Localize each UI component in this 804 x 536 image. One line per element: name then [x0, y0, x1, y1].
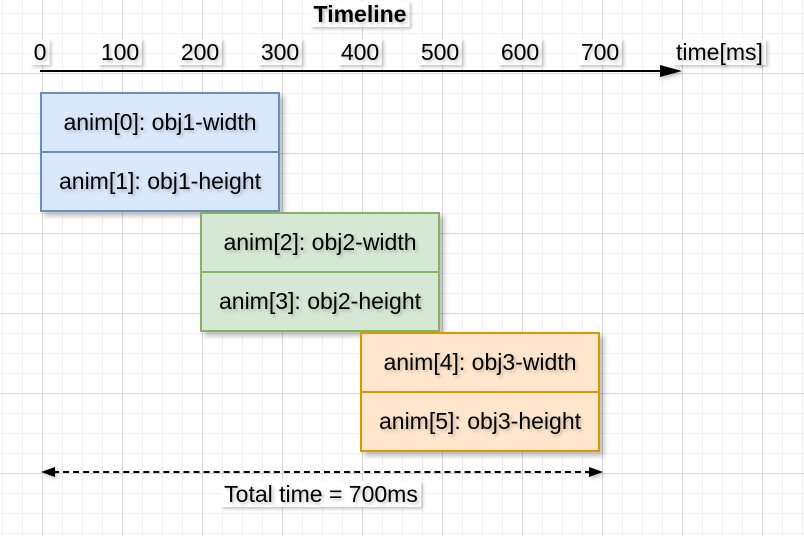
total-arrow-left-icon	[41, 467, 55, 477]
axis-tick-label: 700	[577, 39, 623, 65]
total-time-label: Total time = 700ms	[221, 481, 421, 507]
animation-bar-label: anim[1]: obj1-height	[58, 168, 261, 194]
animation-group-obj1: anim[0]: obj1-width anim[1]: obj1-height	[40, 92, 280, 212]
animation-bar: anim[5]: obj3-height	[362, 393, 598, 450]
axis-arrowhead-icon	[660, 65, 682, 77]
axis-tick-label: 600	[497, 39, 543, 65]
animation-bar-label: anim[5]: obj3-height	[378, 408, 581, 434]
axis-tick-label: 500	[417, 39, 463, 65]
diagram-title: Timeline	[310, 1, 410, 27]
animation-bar-label: anim[4]: obj3-width	[383, 349, 577, 375]
axis-tick-label: 100	[97, 39, 143, 65]
axis-unit-label: time[ms]	[673, 39, 766, 65]
animation-bar: anim[0]: obj1-width	[42, 94, 278, 153]
axis-tick-label: 400	[337, 39, 383, 65]
total-time-arrow	[53, 471, 591, 473]
axis-tick-label: 300	[257, 39, 303, 65]
animation-bar: anim[2]: obj2-width	[202, 214, 438, 273]
animation-bar-label: anim[0]: obj1-width	[63, 109, 257, 135]
animation-group-obj3: anim[4]: obj3-width anim[5]: obj3-height	[360, 332, 600, 452]
axis-tick-label: 200	[177, 39, 223, 65]
animation-group-obj2: anim[2]: obj2-width anim[3]: obj2-height	[200, 212, 440, 332]
animation-bar: anim[4]: obj3-width	[362, 334, 598, 393]
axis-tick-label: 0	[30, 39, 50, 65]
animation-bar-label: anim[2]: obj2-width	[223, 229, 417, 255]
animation-bar: anim[3]: obj2-height	[202, 273, 438, 330]
time-axis-line	[40, 70, 662, 72]
total-arrow-right-icon	[589, 467, 603, 477]
animation-bar-label: anim[3]: obj2-height	[218, 288, 421, 314]
animation-bar: anim[1]: obj1-height	[42, 153, 278, 210]
